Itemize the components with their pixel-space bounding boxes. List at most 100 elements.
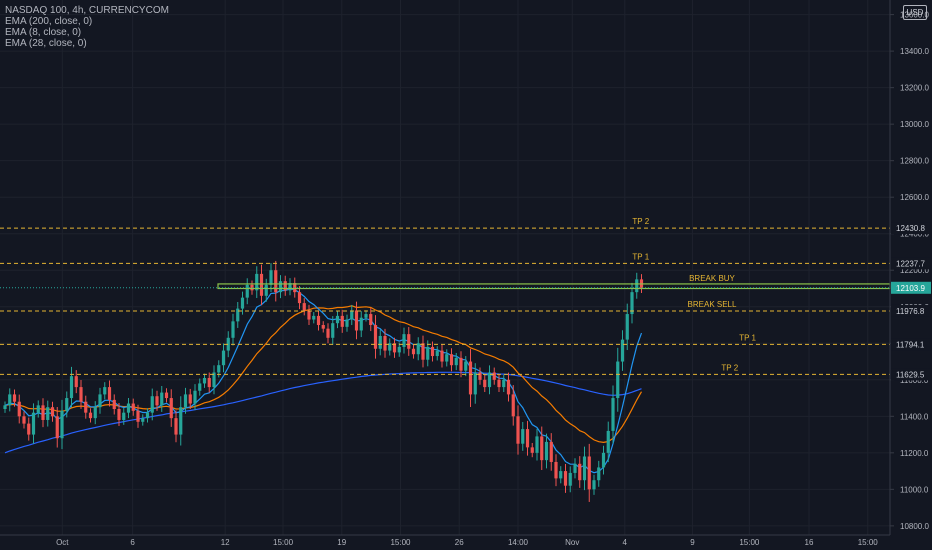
candle-body <box>112 399 116 410</box>
legend-ema200[interactable]: EMA (200, close, 0) <box>5 16 93 27</box>
level-label: TP 2 <box>632 217 649 226</box>
candle-body <box>435 350 439 357</box>
time-tick-label: 6 <box>130 538 135 547</box>
candle-body <box>483 379 487 388</box>
currency-badge[interactable]: USD <box>903 5 927 20</box>
candle-body <box>373 325 378 349</box>
candle-body <box>155 396 159 406</box>
candle-body <box>587 456 591 490</box>
candle-body <box>12 394 17 402</box>
candle-body <box>630 292 634 315</box>
time-tick-label: 9 <box>690 538 695 547</box>
candle-body <box>421 343 425 360</box>
ema28-line <box>4 305 643 444</box>
candle-body <box>326 328 330 338</box>
candle-body <box>288 283 292 291</box>
candle-body <box>445 354 449 362</box>
candle-body <box>549 441 553 462</box>
candle-body <box>364 314 368 318</box>
candle-body <box>345 319 349 327</box>
candle-body <box>592 480 596 490</box>
candle-body <box>573 463 577 473</box>
price-levels: TP 2 TP 1 BREAK SELL TP 1 TP 2 BREAK BUY <box>0 217 891 375</box>
candle-body <box>492 372 496 380</box>
price-axis[interactable]: 10800.011000.011200.011400.011600.011800… <box>889 0 931 535</box>
ema8-path <box>4 288 643 474</box>
candle-body <box>69 376 74 399</box>
candles <box>3 260 644 502</box>
candle-body <box>359 317 363 331</box>
time-axis[interactable]: Oct 6 12 15:00 19 15:00 26 14:00 Nov 4 9 15:00 16 15:… <box>0 534 890 547</box>
candle-body <box>174 418 178 435</box>
candle-body <box>255 273 259 291</box>
candle-body <box>22 416 26 424</box>
level-label: TP 1 <box>739 333 756 342</box>
level-price-bg <box>891 368 931 381</box>
candle-body <box>559 471 563 479</box>
price-tick-label: 12600.0 <box>900 193 929 202</box>
candle-body <box>478 372 482 380</box>
candle-body <box>297 292 302 304</box>
legend-symbol[interactable]: NASDAQ 100, 4h, CURRENCYCOM <box>5 5 169 16</box>
candle-body <box>17 401 21 417</box>
price-tick-label: 11200.0 <box>900 449 929 458</box>
candle-body <box>316 315 321 326</box>
time-tick-label: 15:00 <box>858 538 879 547</box>
price-tick-label: 12200.0 <box>900 266 929 275</box>
level-price-bg <box>891 222 931 235</box>
time-tick-label: 15:00 <box>273 538 294 547</box>
candle-body <box>93 407 97 419</box>
level-label: TP 2 <box>721 363 738 372</box>
candle-body <box>226 337 230 351</box>
candle-body <box>117 409 121 420</box>
candle-body <box>540 436 544 461</box>
candle-body <box>635 279 639 293</box>
candle-body <box>50 407 55 417</box>
candle-body <box>321 325 325 329</box>
candle-body <box>502 379 506 388</box>
legend: NASDAQ 100, 4h, CURRENCYCOM EMA (200, cl… <box>5 5 169 49</box>
candle-body <box>411 348 416 355</box>
candle-body <box>597 467 601 481</box>
candle-body <box>131 403 135 411</box>
candle-body <box>568 472 572 486</box>
legend-ema8[interactable]: EMA (8, close, 0) <box>5 27 82 38</box>
candle-body <box>388 343 392 351</box>
candle-body <box>278 281 283 293</box>
ema200-path <box>4 371 642 454</box>
candle-body <box>354 310 359 331</box>
candle-body <box>188 394 192 404</box>
ema8-line <box>4 288 643 474</box>
candle-body <box>198 383 202 391</box>
legend-ema28[interactable]: EMA (28, close, 0) <box>5 38 87 49</box>
candle-body <box>3 405 7 410</box>
candle-body <box>217 365 221 373</box>
candle-body <box>259 273 264 296</box>
candle-body <box>516 416 520 444</box>
candle-body <box>74 376 78 388</box>
candle-body <box>65 398 69 411</box>
candle-body <box>440 350 444 362</box>
level-label: TP 1 <box>632 252 649 261</box>
candle-body <box>212 372 216 388</box>
candle-body <box>449 354 454 366</box>
candle-body <box>606 430 610 453</box>
candle-body <box>473 372 477 395</box>
time-tick-label: Oct <box>56 538 69 547</box>
price-tick-label: 10800.0 <box>900 522 929 531</box>
candle-body <box>487 372 492 388</box>
candle-body <box>506 379 511 395</box>
candle-body <box>27 423 31 435</box>
candle-body <box>126 403 131 413</box>
candle-body <box>183 394 188 408</box>
candle-body <box>530 447 534 453</box>
candle-body <box>312 315 316 320</box>
candle-body <box>221 350 226 366</box>
last-price-bg <box>891 281 931 294</box>
level-price-label: 12237.7 <box>896 259 925 268</box>
candle-body <box>307 310 311 320</box>
candle-body <box>521 429 525 444</box>
candle-body <box>416 343 420 355</box>
candle-body <box>150 396 154 413</box>
